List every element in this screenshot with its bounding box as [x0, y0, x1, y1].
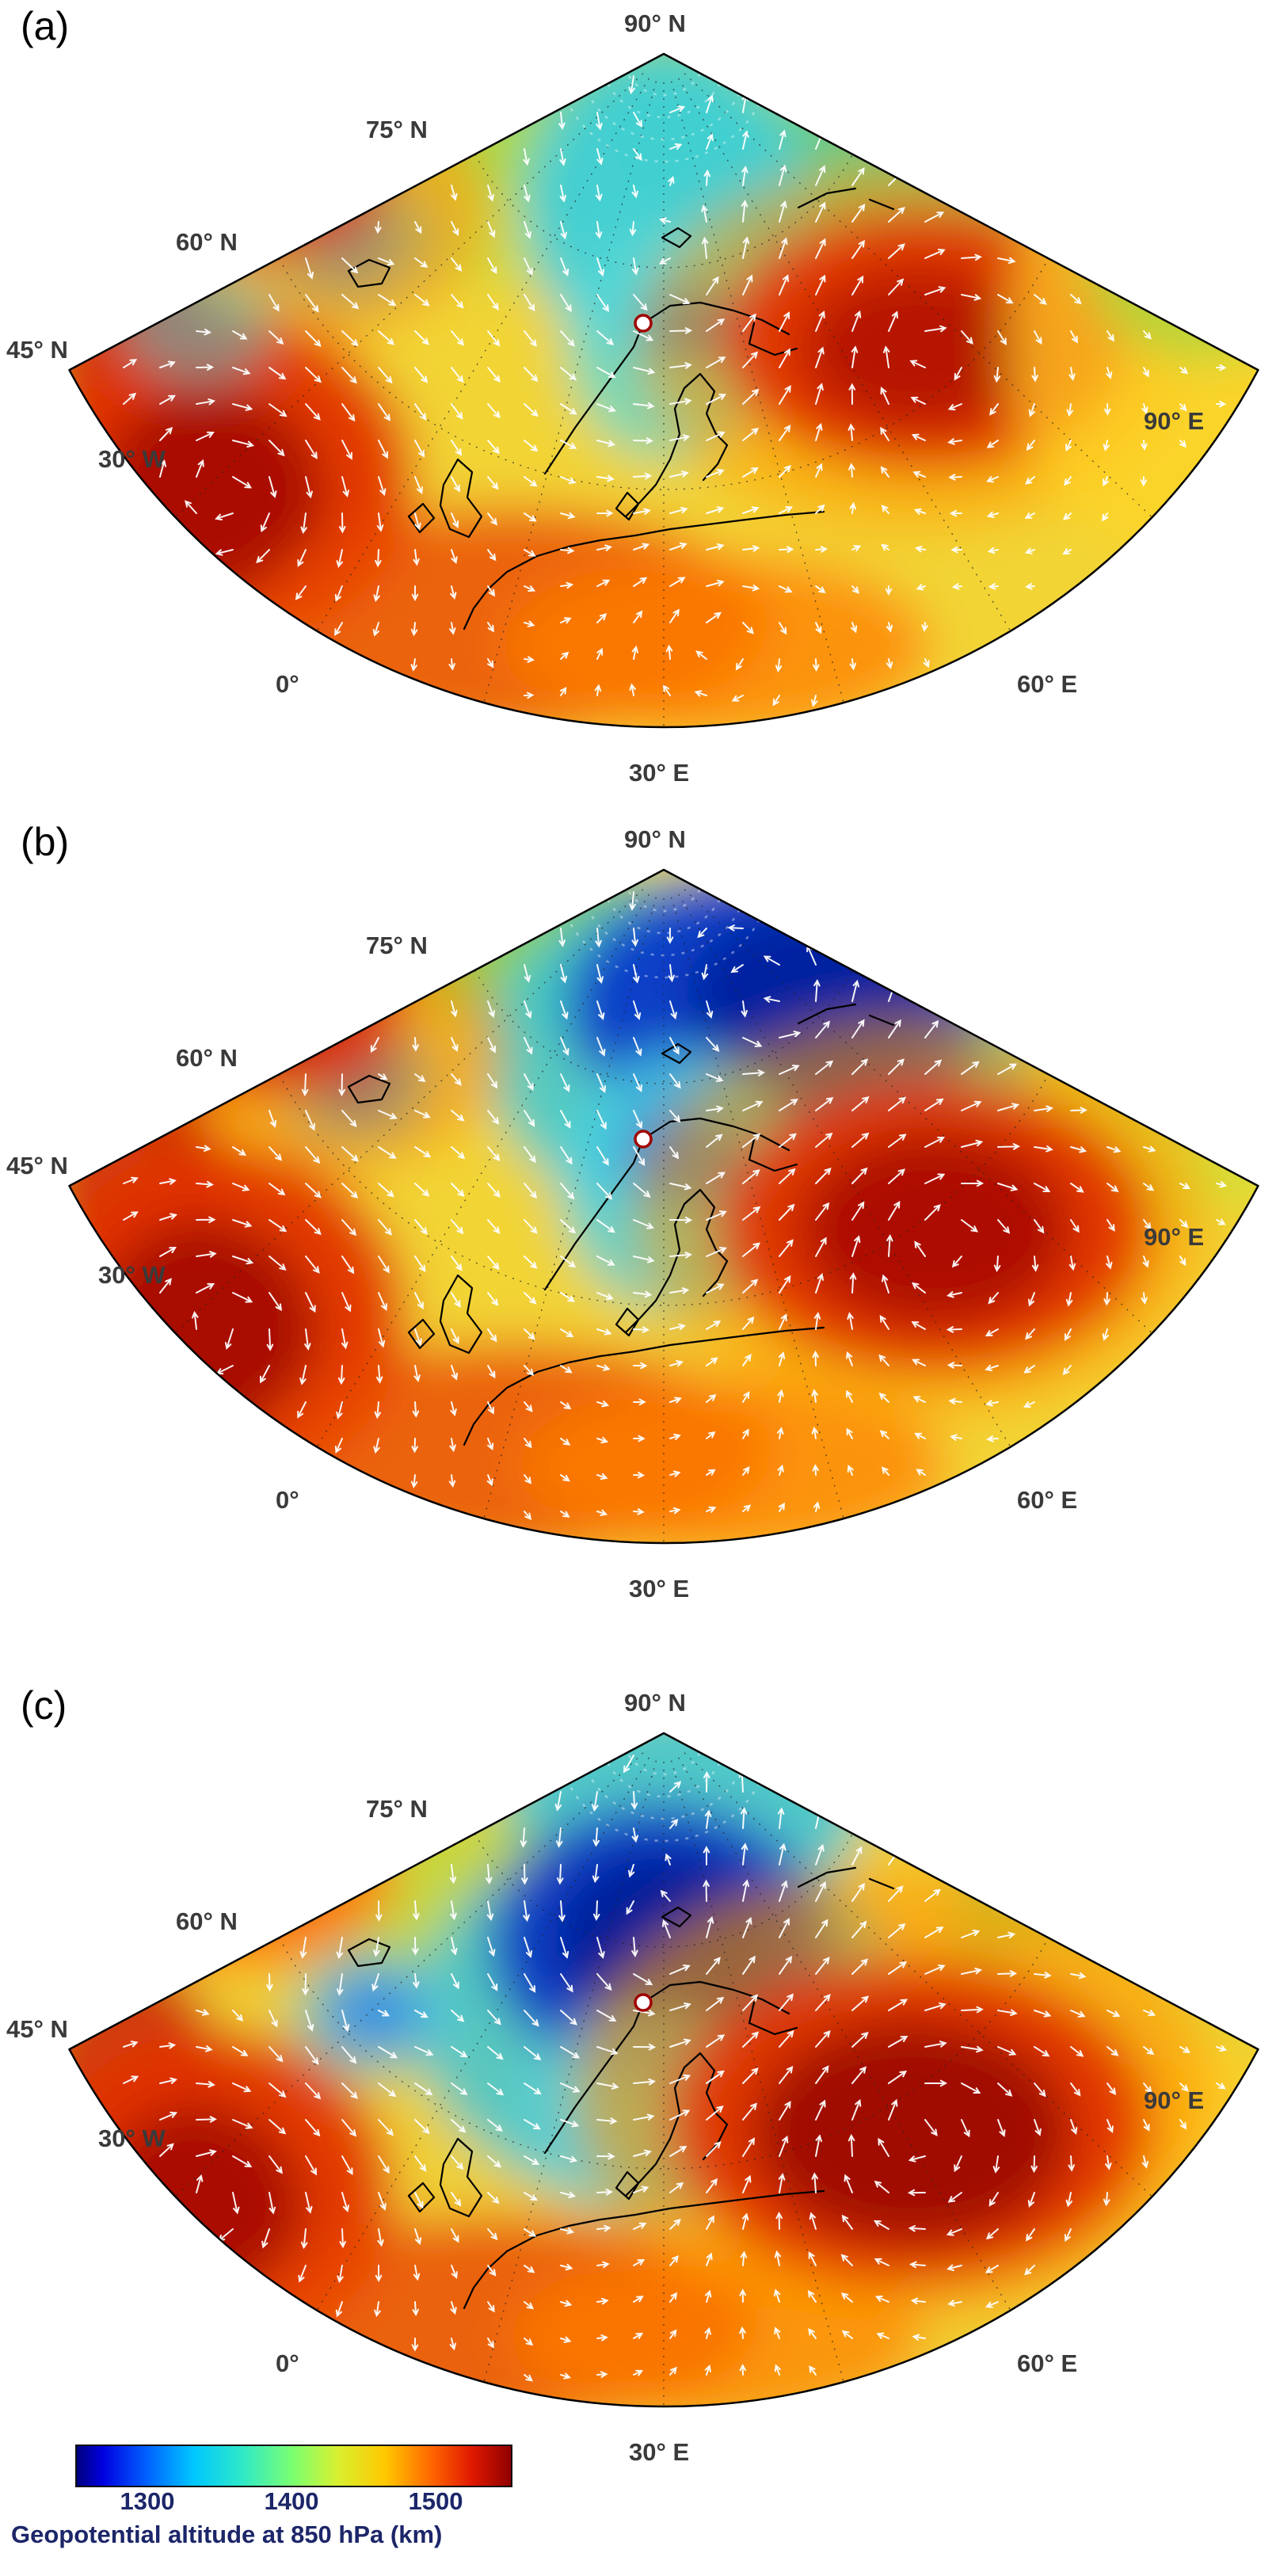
lon-label-30e: 30° E: [629, 759, 690, 787]
lat-label-90n: 90° N: [624, 1689, 686, 1717]
lat-label-45n: 45° N: [6, 2015, 68, 2043]
panel-a: (a) 90° N 75° N 60° N 45° N 30° W 0° 30°…: [0, 0, 1276, 824]
lon-label-30w: 30° W: [98, 445, 166, 473]
colorbar-gradient: [75, 2445, 512, 2487]
lat-label-60n: 60° N: [176, 1044, 238, 1072]
panel-c: (c) 90° N 75° N 60° N 45° N 30° W 0° 30°…: [0, 1679, 1276, 2503]
panel-label-c: (c): [21, 1683, 67, 1728]
map-chart-c: [68, 1732, 1259, 2408]
lat-label-60n: 60° N: [176, 228, 238, 256]
panel-label-a: (a): [21, 4, 70, 48]
lon-label-30e: 30° E: [629, 1575, 690, 1602]
lat-label-45n: 45° N: [6, 336, 68, 364]
lon-label-0: 0°: [276, 670, 299, 698]
lon-label-90e: 90° E: [1144, 407, 1205, 435]
colorbar-tick-1400: 1400: [264, 2487, 319, 2515]
lon-label-90e: 90° E: [1144, 1223, 1205, 1251]
colorbar-tick-1300: 1300: [120, 2487, 175, 2515]
lon-label-0: 0°: [276, 2349, 299, 2377]
lon-label-60e: 60° E: [1017, 670, 1078, 698]
lon-label-30w: 30° W: [98, 1261, 166, 1289]
lat-label-90n: 90° N: [624, 10, 686, 37]
lat-label-75n: 75° N: [366, 932, 428, 959]
lon-label-90e: 90° E: [1144, 2086, 1205, 2114]
panel-label-b: (b): [21, 820, 70, 864]
map-chart-b: [68, 868, 1259, 1545]
panel-b: (b) 90° N 75° N 60° N 45° N 30° W 0° 30°…: [0, 816, 1276, 1640]
lon-label-60e: 60° E: [1017, 1486, 1078, 1514]
lon-label-0: 0°: [276, 1486, 299, 1514]
lat-label-75n: 75° N: [366, 116, 428, 143]
colorbar-title: Geopotential altitude at 850 hPa (km): [11, 2521, 443, 2548]
lat-label-75n: 75° N: [366, 1795, 428, 1823]
lon-label-30w: 30° W: [98, 2124, 166, 2152]
lon-label-60e: 60° E: [1017, 2349, 1078, 2377]
lat-label-60n: 60° N: [176, 1907, 238, 1935]
colorbar-tick-1500: 1500: [408, 2487, 463, 2515]
lat-label-45n: 45° N: [6, 1152, 68, 1179]
map-chart-a: [68, 52, 1259, 729]
lon-label-30e: 30° E: [629, 2438, 690, 2466]
lat-label-90n: 90° N: [624, 825, 686, 853]
colorbar-ticks: 1300 1400 1500: [75, 2487, 509, 2517]
